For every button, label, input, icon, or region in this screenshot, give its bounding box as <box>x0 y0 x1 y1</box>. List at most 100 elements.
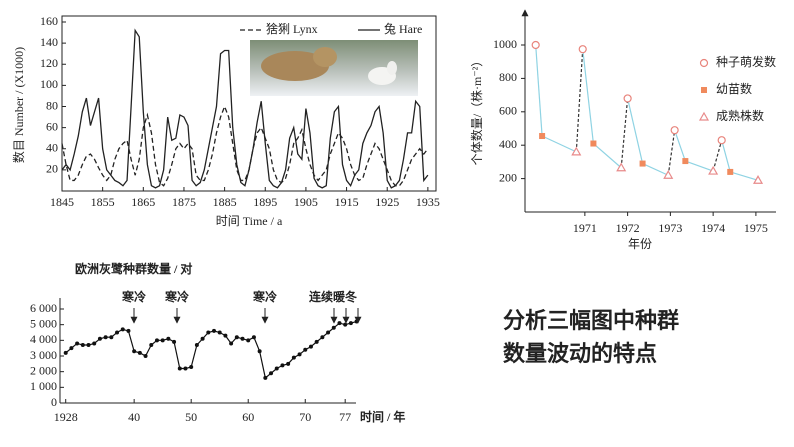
data-point <box>223 333 228 338</box>
data-point <box>92 341 97 346</box>
legend-label: 幼苗数 <box>716 81 752 96</box>
x-tick-label: 1974 <box>701 221 725 235</box>
data-point <box>663 170 674 179</box>
x-tick-label: 1865 <box>131 195 155 209</box>
x-tick-label: 1935 <box>416 195 440 209</box>
annotation: 寒冷 <box>252 289 277 304</box>
data-point <box>63 350 68 355</box>
data-point <box>206 330 211 335</box>
x-tick-label: 1975 <box>744 221 768 235</box>
legend-marker <box>701 87 707 93</box>
plot-frame <box>61 15 437 192</box>
data-point <box>183 366 188 371</box>
x-tick-label: 1885 <box>213 195 237 209</box>
data-point <box>708 165 719 175</box>
connector <box>575 49 584 152</box>
annotation: 寒冷 <box>121 289 146 304</box>
data-point <box>291 355 296 360</box>
chart-title: 欧洲灰鹭种群数量 / 对 <box>75 261 192 276</box>
data-point <box>578 45 587 54</box>
connector <box>620 98 629 168</box>
data-point <box>531 40 540 50</box>
data-point <box>314 339 319 344</box>
connector <box>642 163 669 176</box>
connector <box>712 140 723 172</box>
x-tick-label: 1855 <box>91 195 115 209</box>
data-point <box>727 168 734 175</box>
connector <box>721 140 731 173</box>
data-point <box>217 330 222 335</box>
data-point <box>109 335 114 340</box>
data-point <box>212 328 216 333</box>
data-point <box>348 321 353 326</box>
caption: 数量波动的特点 <box>503 341 657 367</box>
data-point <box>297 352 302 357</box>
data-point <box>263 375 268 380</box>
legend-label: 猞猁 Lynx <box>266 22 318 36</box>
y-tick-label: 600 <box>499 104 517 118</box>
connector <box>535 44 543 137</box>
data-point <box>126 328 131 333</box>
y-tick-label: 160 <box>40 14 58 28</box>
connector <box>593 143 622 169</box>
y-tick-label: 100 <box>40 77 58 91</box>
y-tick-label: 5 000 <box>30 316 57 330</box>
x-axis-label: 年份 <box>628 237 652 251</box>
x-tick-label: 1845 <box>50 195 74 209</box>
data-point <box>86 343 91 348</box>
y-tick-label: 2 000 <box>30 363 57 377</box>
data-point <box>717 136 726 145</box>
x-axis-label: 时间 / 年 <box>360 409 405 424</box>
x-tick-label: 1875 <box>172 195 196 209</box>
y-tick-label: 4 000 <box>30 332 57 346</box>
x-tick-label: 1905 <box>294 195 318 209</box>
data-point <box>639 160 646 167</box>
y-tick-label: 3 000 <box>30 348 57 362</box>
x-tick-label: 1895 <box>253 195 277 209</box>
connector <box>685 160 714 172</box>
x-tick-label: 50 <box>185 410 197 424</box>
data-point <box>115 330 120 335</box>
annotation: 连续暖冬 <box>309 289 357 304</box>
data-point <box>682 158 689 165</box>
y-tick-label: 40 <box>46 141 58 155</box>
data-point <box>303 347 308 352</box>
y-tick-label: 80 <box>46 98 58 112</box>
x-tick-label: 1915 <box>335 195 359 209</box>
x-tick-label: 1973 <box>658 221 682 235</box>
data-point <box>251 335 256 340</box>
photo <box>250 40 418 96</box>
x-tick-label: 40 <box>128 410 140 424</box>
data-point <box>80 343 85 348</box>
y-tick-label: 400 <box>499 137 517 151</box>
y-tick-label: 1000 <box>493 37 517 51</box>
connector <box>582 49 595 144</box>
y-axis-label: 数目 Number / (X1000) <box>11 47 26 163</box>
data-point <box>571 146 582 156</box>
y-tick-label: 6 000 <box>30 301 57 315</box>
y-tick-label: 140 <box>40 35 58 49</box>
data-point <box>120 327 125 332</box>
data-point <box>103 335 108 340</box>
series-line <box>61 104 429 187</box>
y-tick-label: 200 <box>499 170 517 184</box>
data-point <box>539 133 546 140</box>
data-point <box>229 341 234 346</box>
caption: 分析三幅图中种群 <box>503 308 679 334</box>
data-point <box>234 335 239 340</box>
data-point <box>166 336 171 341</box>
y-tick-label: 120 <box>40 56 58 70</box>
x-tick-label: 1928 <box>54 410 78 424</box>
y-tick-label: 1 000 <box>30 379 57 393</box>
data-point <box>137 350 142 355</box>
connector <box>541 135 577 153</box>
data-point <box>97 336 102 341</box>
data-point <box>320 335 325 340</box>
data-point <box>154 338 159 343</box>
data-point <box>280 363 285 368</box>
data-point <box>326 330 331 335</box>
y-tick-label: 0 <box>51 395 57 409</box>
x-tick-label: 1972 <box>616 221 640 235</box>
